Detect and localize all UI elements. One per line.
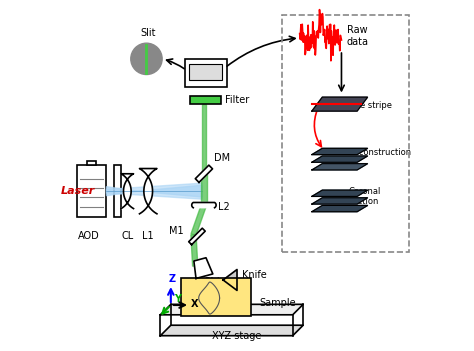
FancyBboxPatch shape <box>185 59 227 87</box>
Polygon shape <box>160 304 303 315</box>
Text: L1: L1 <box>142 231 154 241</box>
Polygon shape <box>107 185 202 197</box>
Text: XYZ stage: XYZ stage <box>212 331 262 341</box>
Text: Reconstruction: Reconstruction <box>348 148 411 157</box>
Text: Filter: Filter <box>225 95 249 105</box>
FancyBboxPatch shape <box>87 161 96 165</box>
Text: Slit: Slit <box>140 28 156 38</box>
Polygon shape <box>139 168 157 214</box>
Text: CL: CL <box>121 231 134 241</box>
Polygon shape <box>223 270 237 290</box>
Bar <box>189 64 222 80</box>
Polygon shape <box>201 104 206 174</box>
Text: Laser: Laser <box>61 186 95 196</box>
Polygon shape <box>312 190 367 197</box>
Text: Knife: Knife <box>242 270 267 280</box>
FancyBboxPatch shape <box>181 278 251 316</box>
Text: Raw
data: Raw data <box>346 25 369 47</box>
Polygon shape <box>201 174 207 205</box>
Circle shape <box>131 43 162 74</box>
Polygon shape <box>312 198 367 204</box>
Polygon shape <box>195 165 212 183</box>
FancyBboxPatch shape <box>77 165 107 217</box>
Text: Sample: Sample <box>260 298 296 307</box>
Polygon shape <box>312 97 367 111</box>
Text: PMT: PMT <box>194 66 218 76</box>
Text: L2: L2 <box>218 202 229 212</box>
Polygon shape <box>191 204 206 236</box>
Polygon shape <box>191 234 198 266</box>
Text: AOD: AOD <box>78 231 100 241</box>
Text: Z: Z <box>169 274 176 284</box>
Text: Y: Y <box>173 293 181 304</box>
Bar <box>114 165 121 217</box>
Polygon shape <box>121 174 134 208</box>
Text: M1: M1 <box>169 226 184 236</box>
Bar <box>190 97 221 104</box>
Text: X: X <box>191 299 199 309</box>
Polygon shape <box>312 164 367 170</box>
Polygon shape <box>312 205 367 212</box>
Text: One stripe: One stripe <box>348 101 392 110</box>
Polygon shape <box>189 228 205 245</box>
Polygon shape <box>191 203 216 208</box>
Text: Obj: Obj <box>204 277 220 287</box>
Polygon shape <box>107 183 202 199</box>
Polygon shape <box>312 148 367 154</box>
Text: DM: DM <box>214 153 230 163</box>
Polygon shape <box>160 325 303 336</box>
Polygon shape <box>194 258 213 278</box>
Polygon shape <box>312 156 367 162</box>
Text: Coronal
section: Coronal section <box>348 187 381 206</box>
